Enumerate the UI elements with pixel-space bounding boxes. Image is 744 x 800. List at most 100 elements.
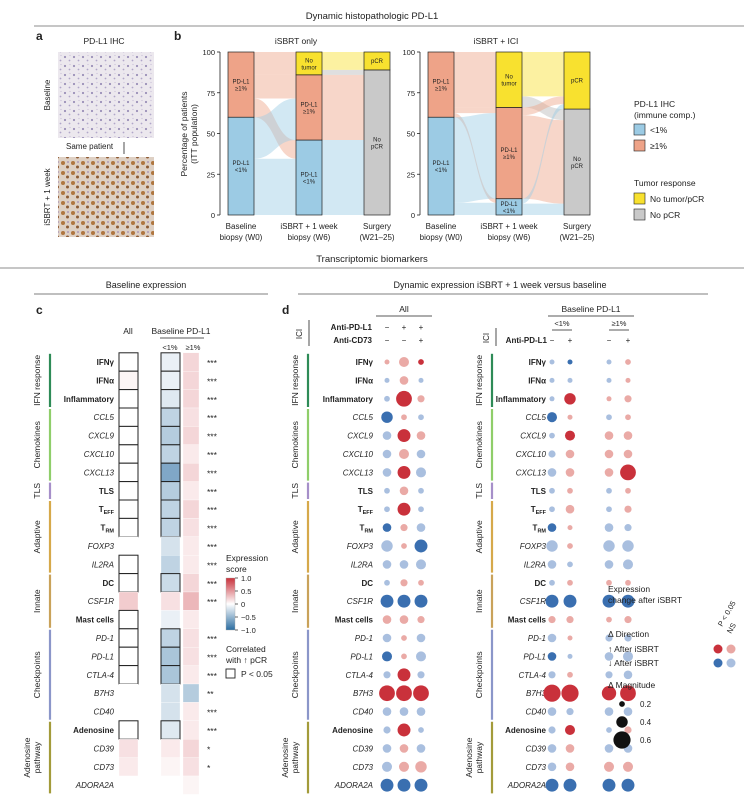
panel-d-letter: d	[282, 303, 289, 317]
dot-left	[418, 579, 424, 586]
dot-right	[548, 450, 556, 458]
dot-left	[382, 468, 392, 477]
dot-left	[416, 523, 426, 532]
heat-cell	[118, 683, 139, 703]
significance-mark: ***	[207, 652, 218, 662]
gene-label-d-right: B7H3	[526, 689, 547, 698]
x-label-0-2: biopsy (W0)	[420, 233, 463, 242]
heat-cell	[118, 536, 139, 556]
gene-label-c: ADORA2A	[75, 781, 114, 790]
dot-left	[416, 707, 426, 716]
significance-mark: **	[207, 689, 214, 699]
w0-high-label-1: PD-L1	[432, 80, 450, 86]
significance-mark: ***	[207, 708, 218, 718]
flow-band	[522, 203, 564, 215]
dot-right	[549, 359, 555, 365]
y-tick-label: 50	[207, 130, 215, 139]
legend-swatch-nopcr	[633, 208, 646, 221]
sign-cd73-left: −	[385, 336, 390, 345]
heat-cell	[182, 702, 200, 721]
gene-row: CXCL13 CXCL13 CXCL13 ***	[84, 462, 636, 483]
panel-b-ylabel-2: (ITT population)	[189, 104, 199, 164]
gene-label-c: PD-1	[96, 634, 114, 643]
dot-left	[382, 633, 392, 643]
dot-right	[567, 671, 573, 678]
gene-label-d-right: FOXP3	[520, 542, 547, 551]
gene-label-d-right: CXCL10	[516, 450, 547, 459]
dot-right	[564, 724, 576, 736]
heat-cell	[182, 352, 200, 372]
gene-label-d-left: CXCL10	[343, 450, 374, 459]
dot-right	[567, 359, 573, 365]
dot-right	[603, 540, 615, 552]
dot-right	[565, 744, 575, 753]
category-label: Innate	[474, 589, 484, 613]
dot-right	[606, 396, 612, 402]
dot-right	[606, 359, 612, 365]
dot-left	[416, 744, 426, 753]
dot-right	[549, 506, 555, 513]
panel-b-ylabel-1: Percentage of patients	[179, 91, 189, 176]
dot-right	[549, 432, 555, 439]
significance-mark: ***	[207, 487, 218, 497]
d-left-title: All	[399, 304, 409, 314]
bar-w0-low	[427, 116, 455, 216]
gene-label-d-right: CD39	[526, 744, 547, 753]
col-low: <1%	[162, 343, 178, 352]
gene-row: CXCL10 CXCL10 CXCL10 ***	[84, 444, 633, 464]
bar-w0-high	[427, 51, 455, 118]
dot-left	[414, 778, 428, 792]
heat-cell	[118, 462, 139, 483]
dot-left	[416, 431, 426, 440]
dot-left	[417, 395, 425, 403]
anti-pdl1-right: Anti-PD-L1	[506, 336, 548, 345]
dot-left	[384, 579, 390, 586]
colorbar-ticks: 1.0 0.5 0 −0.5 −1.0	[235, 574, 256, 635]
category-label: Adaptive	[290, 520, 300, 553]
gene-label-c: B7H3	[94, 689, 115, 698]
dot-right	[566, 708, 574, 716]
significance-mark: *	[207, 763, 211, 773]
dot-right	[547, 633, 557, 643]
flow-band	[522, 104, 564, 204]
dot-left	[397, 465, 411, 479]
heat-cell	[160, 389, 181, 409]
gene-row: Mast cells Mast cells Mast cells	[76, 609, 632, 630]
colorbar-tick-label: 1.0	[241, 574, 251, 583]
gene-label-d-right: CXCL13	[516, 468, 547, 477]
gene-label-d-left: DC	[361, 579, 373, 588]
dot-right	[622, 540, 634, 552]
dot-right	[606, 414, 612, 421]
sign-cd73-left: −	[402, 336, 407, 345]
gene-label-d-right: IFNγ	[529, 358, 547, 367]
panel-c-header: Baseline expression	[106, 280, 187, 290]
flow-band	[454, 202, 496, 215]
dot-left	[401, 414, 407, 421]
gene-label-d-left: PD-L1	[350, 652, 373, 661]
w6-notumor-label-2: tumor	[301, 65, 316, 71]
significance-mark: ***	[207, 542, 218, 552]
heat-cell	[118, 370, 139, 391]
dot-left	[398, 761, 410, 772]
heat-cell	[118, 591, 139, 611]
dot-right	[567, 414, 573, 420]
down-sig-dot	[713, 658, 723, 668]
panel-b-letter: b	[174, 29, 181, 43]
dot-left	[415, 651, 427, 662]
flow-band	[454, 107, 496, 114]
dot-left	[418, 414, 424, 421]
heat-cell	[118, 757, 139, 777]
legend-swatch-high	[633, 139, 646, 152]
gene-row: Inflammatory Inflammatory Inflammatory ***	[64, 389, 632, 409]
dot-left	[382, 523, 392, 532]
dot-right	[564, 430, 576, 441]
same-patient-label: Same patient	[66, 142, 114, 151]
dot-right	[546, 540, 558, 552]
sign-pdl1-left: +	[419, 323, 424, 332]
dot-right	[620, 685, 636, 702]
d-right-sub-high: ≥1%	[612, 319, 627, 328]
dot-right	[602, 594, 616, 608]
dot-left	[383, 671, 391, 679]
dot-right	[604, 652, 614, 661]
